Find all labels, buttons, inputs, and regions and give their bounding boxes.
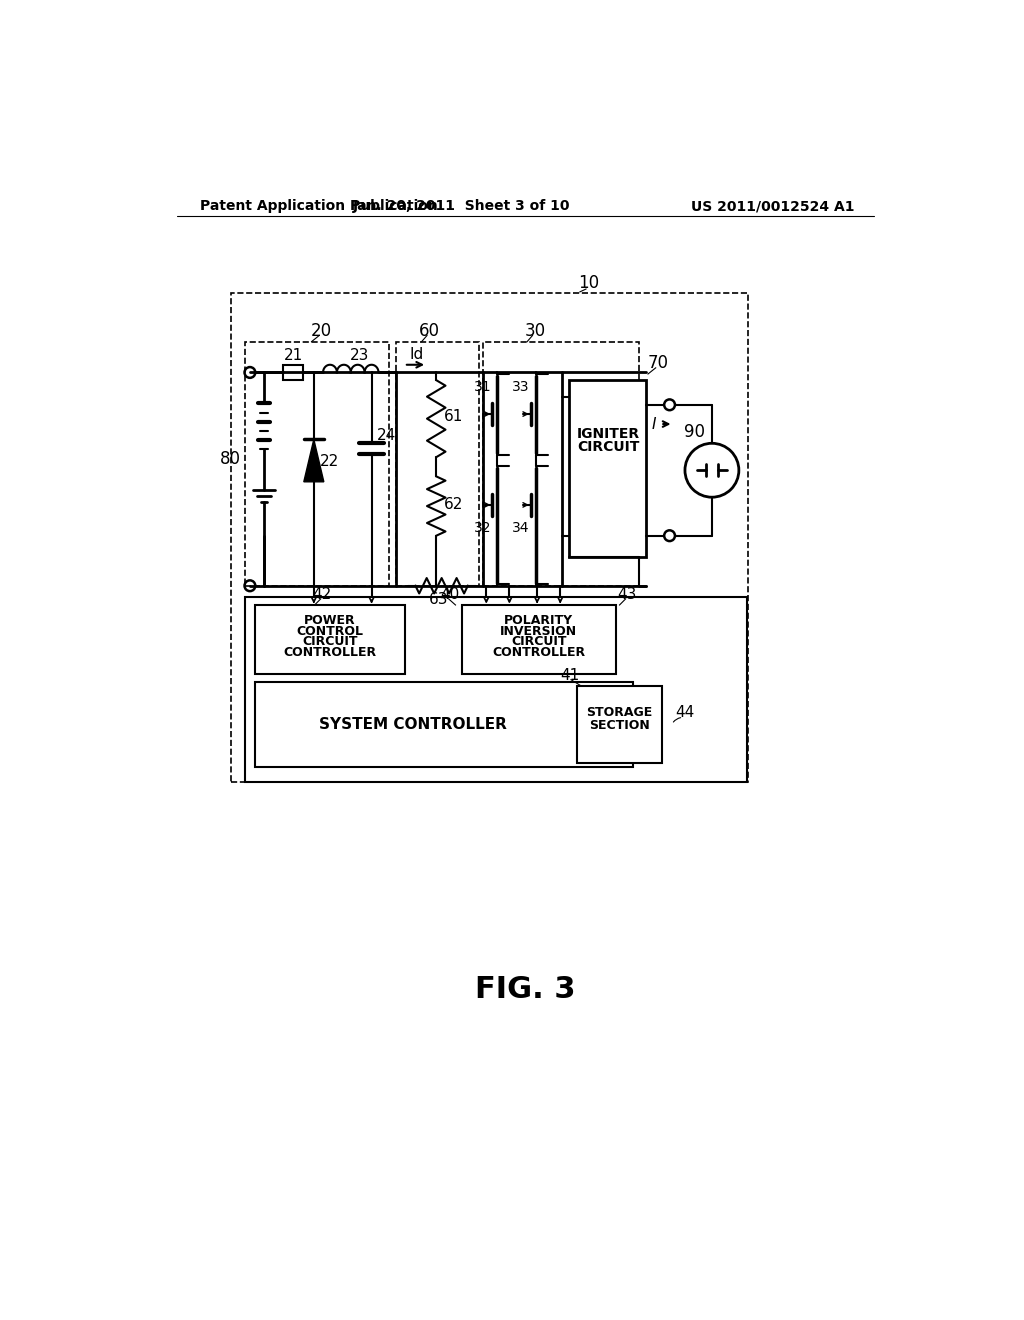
- Text: 10: 10: [579, 275, 599, 292]
- Text: Jan. 20, 2011  Sheet 3 of 10: Jan. 20, 2011 Sheet 3 of 10: [353, 199, 570, 213]
- Bar: [230, 293, 749, 781]
- Text: 32: 32: [474, 521, 492, 535]
- Bar: [578, 686, 662, 763]
- Text: 63: 63: [429, 593, 449, 607]
- Text: Id: Id: [410, 347, 424, 362]
- Text: SECTION: SECTION: [589, 718, 650, 731]
- Text: INVERSION: INVERSION: [500, 624, 578, 638]
- Text: 62: 62: [444, 498, 464, 512]
- Text: 61: 61: [444, 409, 464, 424]
- Bar: [396, 342, 478, 586]
- Text: POLARITY: POLARITY: [504, 614, 573, 627]
- Text: IGNITER: IGNITER: [577, 428, 640, 441]
- Text: CIRCUIT: CIRCUIT: [511, 635, 566, 648]
- Text: 20: 20: [311, 322, 332, 339]
- Bar: [255, 605, 406, 675]
- Bar: [245, 342, 388, 586]
- Text: FIG. 3: FIG. 3: [474, 975, 575, 1005]
- Text: 23: 23: [350, 348, 370, 363]
- Text: 60: 60: [419, 322, 440, 339]
- Text: 31: 31: [474, 380, 492, 395]
- Text: CONTROL: CONTROL: [297, 624, 364, 638]
- Bar: [245, 598, 746, 781]
- Text: CIRCUIT: CIRCUIT: [577, 440, 639, 454]
- Text: 80: 80: [220, 450, 242, 467]
- Text: POWER: POWER: [304, 614, 355, 627]
- Text: I: I: [652, 417, 656, 432]
- Text: 90: 90: [684, 422, 706, 441]
- Text: 24: 24: [378, 428, 396, 444]
- Text: 40: 40: [440, 587, 460, 602]
- Polygon shape: [304, 440, 324, 482]
- Text: 42: 42: [312, 587, 332, 602]
- Text: 33: 33: [512, 380, 529, 395]
- Text: 21: 21: [284, 348, 303, 363]
- Bar: [483, 342, 639, 586]
- Bar: [462, 605, 615, 675]
- Bar: [283, 364, 303, 380]
- Text: CONTROLLER: CONTROLLER: [493, 647, 586, 659]
- Text: 70: 70: [647, 354, 669, 372]
- Bar: [255, 682, 633, 767]
- Text: STORAGE: STORAGE: [587, 706, 652, 719]
- Bar: [569, 380, 646, 557]
- Text: 30: 30: [524, 322, 546, 339]
- Text: 44: 44: [676, 705, 694, 721]
- Text: 22: 22: [319, 454, 339, 469]
- Text: 41: 41: [560, 668, 580, 684]
- Text: 43: 43: [617, 587, 637, 602]
- Text: CIRCUIT: CIRCUIT: [302, 635, 357, 648]
- Text: US 2011/0012524 A1: US 2011/0012524 A1: [691, 199, 854, 213]
- Text: 34: 34: [512, 521, 529, 535]
- Text: Patent Application Publication: Patent Application Publication: [200, 199, 437, 213]
- Text: SYSTEM CONTROLLER: SYSTEM CONTROLLER: [319, 717, 507, 731]
- Text: CONTROLLER: CONTROLLER: [284, 647, 377, 659]
